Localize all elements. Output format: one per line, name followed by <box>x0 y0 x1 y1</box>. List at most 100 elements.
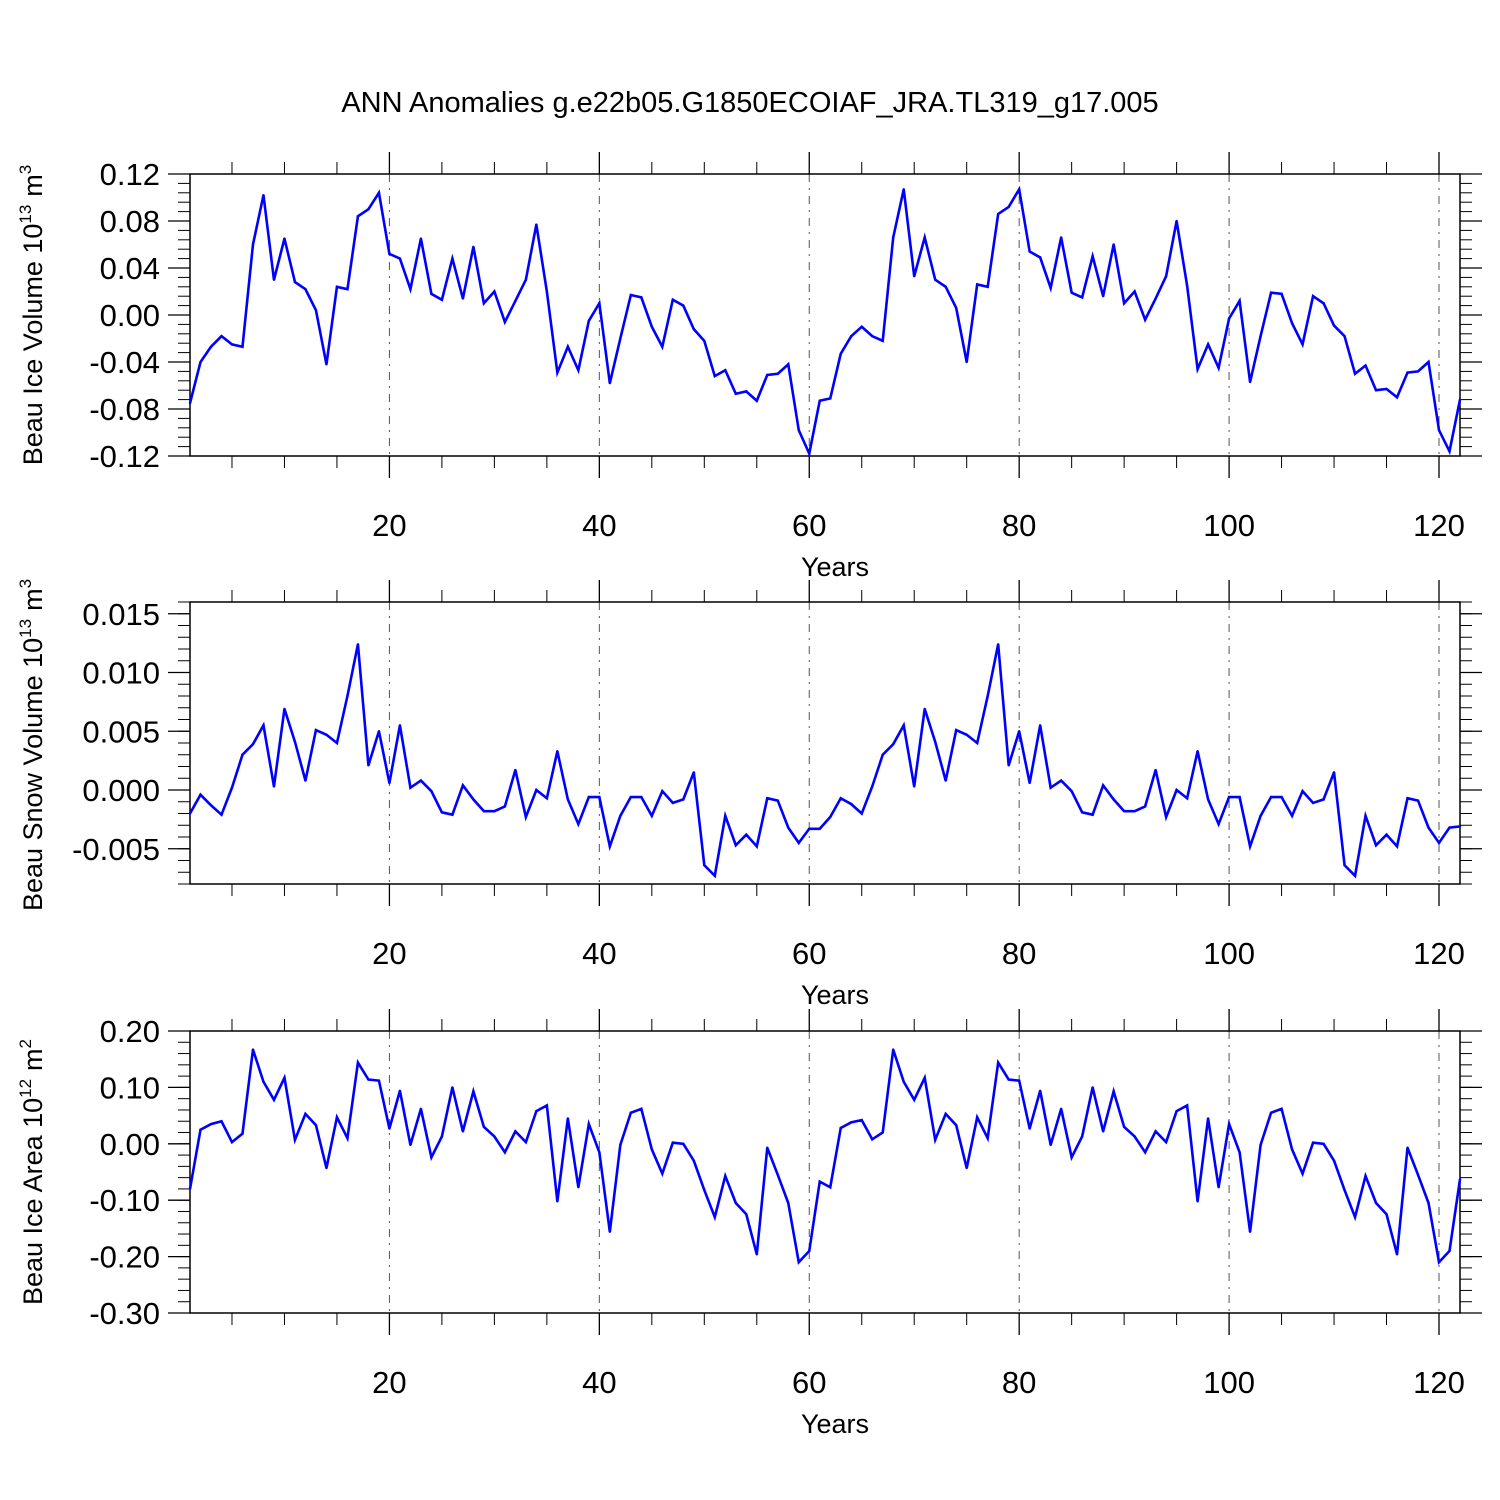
data-point <box>1007 205 1010 209</box>
data-point <box>419 779 423 782</box>
data-point <box>451 257 454 260</box>
data-point <box>776 372 779 375</box>
data-point <box>535 788 538 792</box>
data-point <box>1143 805 1147 808</box>
data-point <box>1049 286 1052 290</box>
data-point <box>776 1173 779 1177</box>
data-point <box>724 814 727 818</box>
data-point <box>1343 864 1346 867</box>
data-point <box>640 296 643 299</box>
data-point <box>671 298 675 301</box>
data-point <box>913 1098 916 1102</box>
data-point <box>996 212 1000 216</box>
data-point <box>503 320 507 324</box>
data-point <box>451 1086 454 1089</box>
data-point <box>892 236 895 239</box>
data-point <box>1185 797 1189 800</box>
data-point <box>377 730 381 733</box>
x-tick-label: 40 <box>582 1365 616 1400</box>
data-point <box>1395 396 1399 399</box>
data-point <box>1217 1186 1220 1189</box>
data-point <box>409 1143 412 1147</box>
data-point <box>419 1107 423 1111</box>
data-point <box>1028 250 1031 253</box>
data-point <box>913 275 916 278</box>
data-point <box>262 193 265 197</box>
data-point <box>1112 243 1115 246</box>
data-point <box>1374 1201 1378 1205</box>
data-point <box>1353 874 1357 877</box>
data-point <box>535 223 538 226</box>
y-tick-label: -0.10 <box>89 1183 160 1218</box>
y-tick-label: -0.20 <box>89 1240 160 1275</box>
data-point <box>1385 387 1388 391</box>
series-line <box>188 185 1462 458</box>
data-point <box>209 345 213 348</box>
data-point <box>1427 826 1430 829</box>
data-point <box>577 369 580 372</box>
series-line <box>188 644 1461 879</box>
data-point <box>1448 450 1451 453</box>
data-point <box>1427 1201 1430 1205</box>
chart-panel-2: -0.005 0.000 0.005 0.010 0.015 20 40 60 80 100 120… <box>16 579 1482 1010</box>
data-point <box>1290 322 1294 325</box>
data-point <box>514 299 517 303</box>
data-point <box>356 643 360 646</box>
data-point <box>954 728 958 732</box>
data-point <box>1248 380 1252 384</box>
data-point <box>251 243 255 246</box>
data-point <box>661 1172 664 1175</box>
data-point <box>713 1215 716 1219</box>
data-point <box>1301 1172 1304 1175</box>
data-point <box>892 742 895 746</box>
data-point <box>1133 809 1136 813</box>
data-point <box>1437 841 1441 845</box>
data-point <box>1238 299 1241 303</box>
data-point <box>944 1112 947 1116</box>
x-tick-label: 120 <box>1413 508 1465 543</box>
y-tick-label: 0.005 <box>82 714 160 749</box>
data-point <box>682 304 685 307</box>
y-axis-label-text: Beau Snow Volume 10 <box>18 638 48 911</box>
data-point <box>839 797 842 800</box>
data-point <box>797 428 800 432</box>
data-point <box>1238 1151 1241 1154</box>
y-axis-label-unit: m <box>18 588 48 611</box>
data-point <box>1322 798 1325 801</box>
y-tick-label: 0.00 <box>100 1127 160 1162</box>
data-point <box>1458 825 1462 828</box>
data-point <box>808 452 811 455</box>
data-point <box>1143 318 1147 321</box>
data-point <box>430 1156 433 1159</box>
figure-title: ANN Anomalies g.e22b05.G1850ECOIAF_JRA.T… <box>341 87 1158 119</box>
data-point <box>346 1136 349 1140</box>
data-point <box>1238 795 1241 799</box>
data-point <box>566 798 570 801</box>
data-point <box>545 797 549 800</box>
data-point <box>1248 845 1252 848</box>
chart-panel-1: -0.12 -0.08 -0.04 0.00 0.04 0.08 0.12 20 40 60 80 1… <box>16 152 1482 582</box>
data-point <box>975 1116 979 1119</box>
data-point <box>1091 255 1094 258</box>
data-point <box>1259 334 1262 338</box>
data-point <box>314 728 318 732</box>
data-point <box>587 319 591 323</box>
data-point <box>272 785 276 788</box>
data-point <box>871 785 874 788</box>
data-point <box>1122 809 1126 813</box>
data-point <box>388 781 391 785</box>
data-point <box>304 1112 307 1116</box>
data-point <box>1416 1173 1420 1177</box>
data-point <box>1164 815 1168 819</box>
data-point <box>241 1132 244 1135</box>
data-point <box>986 285 989 288</box>
data-point <box>1427 360 1430 364</box>
x-axis-label: Years <box>801 552 869 582</box>
data-point <box>451 813 454 816</box>
data-point <box>314 1123 318 1127</box>
data-point <box>199 360 202 364</box>
data-point <box>1133 290 1136 293</box>
x-axis-label: Years <box>801 980 869 1010</box>
data-point <box>850 334 853 338</box>
data-point <box>556 750 559 753</box>
